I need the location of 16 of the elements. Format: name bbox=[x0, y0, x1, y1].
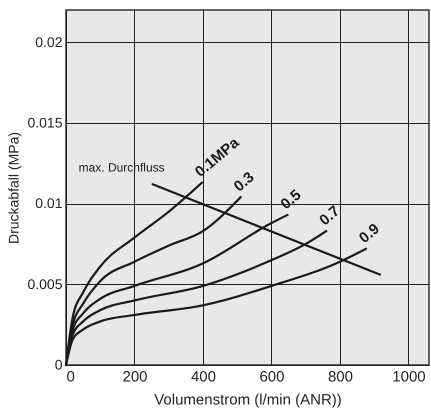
text: 0.5 bbox=[278, 186, 304, 213]
text: 0.7 bbox=[316, 202, 344, 230]
x-axis-title: Volumenstrom (l/min (ANR)) bbox=[154, 392, 342, 408]
y-tick-label: 0.02 bbox=[35, 34, 63, 50]
y-tick-label: 0.01 bbox=[35, 195, 63, 212]
text: 0.9 bbox=[356, 220, 383, 247]
y-tick-label: 0.015 bbox=[27, 114, 63, 130]
x-tick-label: 400 bbox=[190, 368, 216, 386]
y-axis-title: Druckabfall (MPa) bbox=[5, 132, 22, 244]
y-tick-label: 0 bbox=[54, 356, 63, 372]
x-tick-label: 800 bbox=[328, 368, 353, 386]
y-tick-label: 0.005 bbox=[27, 276, 63, 292]
x-tick-label: 0 bbox=[66, 368, 75, 386]
x-tick-label: 600 bbox=[259, 368, 284, 386]
x-tick-label: 1000 bbox=[392, 368, 426, 386]
x-tick-label: 200 bbox=[122, 368, 148, 386]
